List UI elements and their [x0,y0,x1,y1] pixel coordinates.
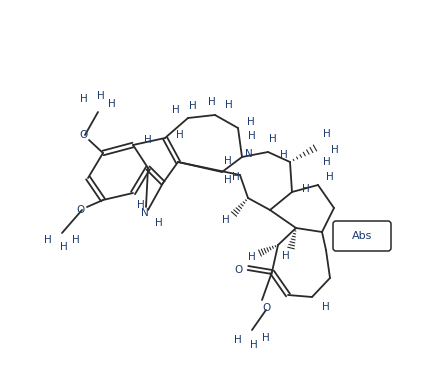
Text: H: H [250,340,258,350]
Text: H: H [232,172,240,182]
Text: H: H [248,131,256,141]
Text: H: H [280,150,288,160]
Text: O: O [79,130,87,140]
FancyBboxPatch shape [333,221,391,251]
Text: H: H [331,145,339,155]
Text: H: H [302,184,310,194]
Text: H: H [269,134,277,144]
Text: H: H [44,235,52,245]
Text: H: H [323,157,331,167]
Text: N: N [245,149,253,159]
Text: H: H [144,135,152,145]
Text: H: H [322,302,330,312]
Text: H: H [262,333,270,343]
Text: H: H [60,242,68,252]
Text: H: H [155,218,163,228]
Text: H: H [323,129,331,139]
Text: O: O [235,265,243,275]
Text: H: H [189,101,197,111]
Text: H: H [234,335,242,345]
Text: H: H [72,235,80,245]
Text: H: H [247,117,255,127]
Text: H: H [208,97,216,107]
Text: H: H [224,156,232,166]
Text: H: H [108,99,116,109]
Text: H: H [80,94,88,104]
Text: H: H [137,200,145,210]
Text: H: H [248,252,256,262]
Text: H: H [222,215,230,225]
Text: H: H [326,172,334,182]
Text: H: H [282,251,290,261]
Text: H: H [97,91,105,101]
Text: N: N [141,208,149,218]
Text: H: H [176,130,184,140]
Text: H: H [224,175,232,185]
Text: H: H [172,105,180,115]
Text: O: O [263,303,271,313]
Text: H: H [225,100,233,110]
Text: O: O [76,205,84,215]
Text: Abs: Abs [352,231,372,241]
